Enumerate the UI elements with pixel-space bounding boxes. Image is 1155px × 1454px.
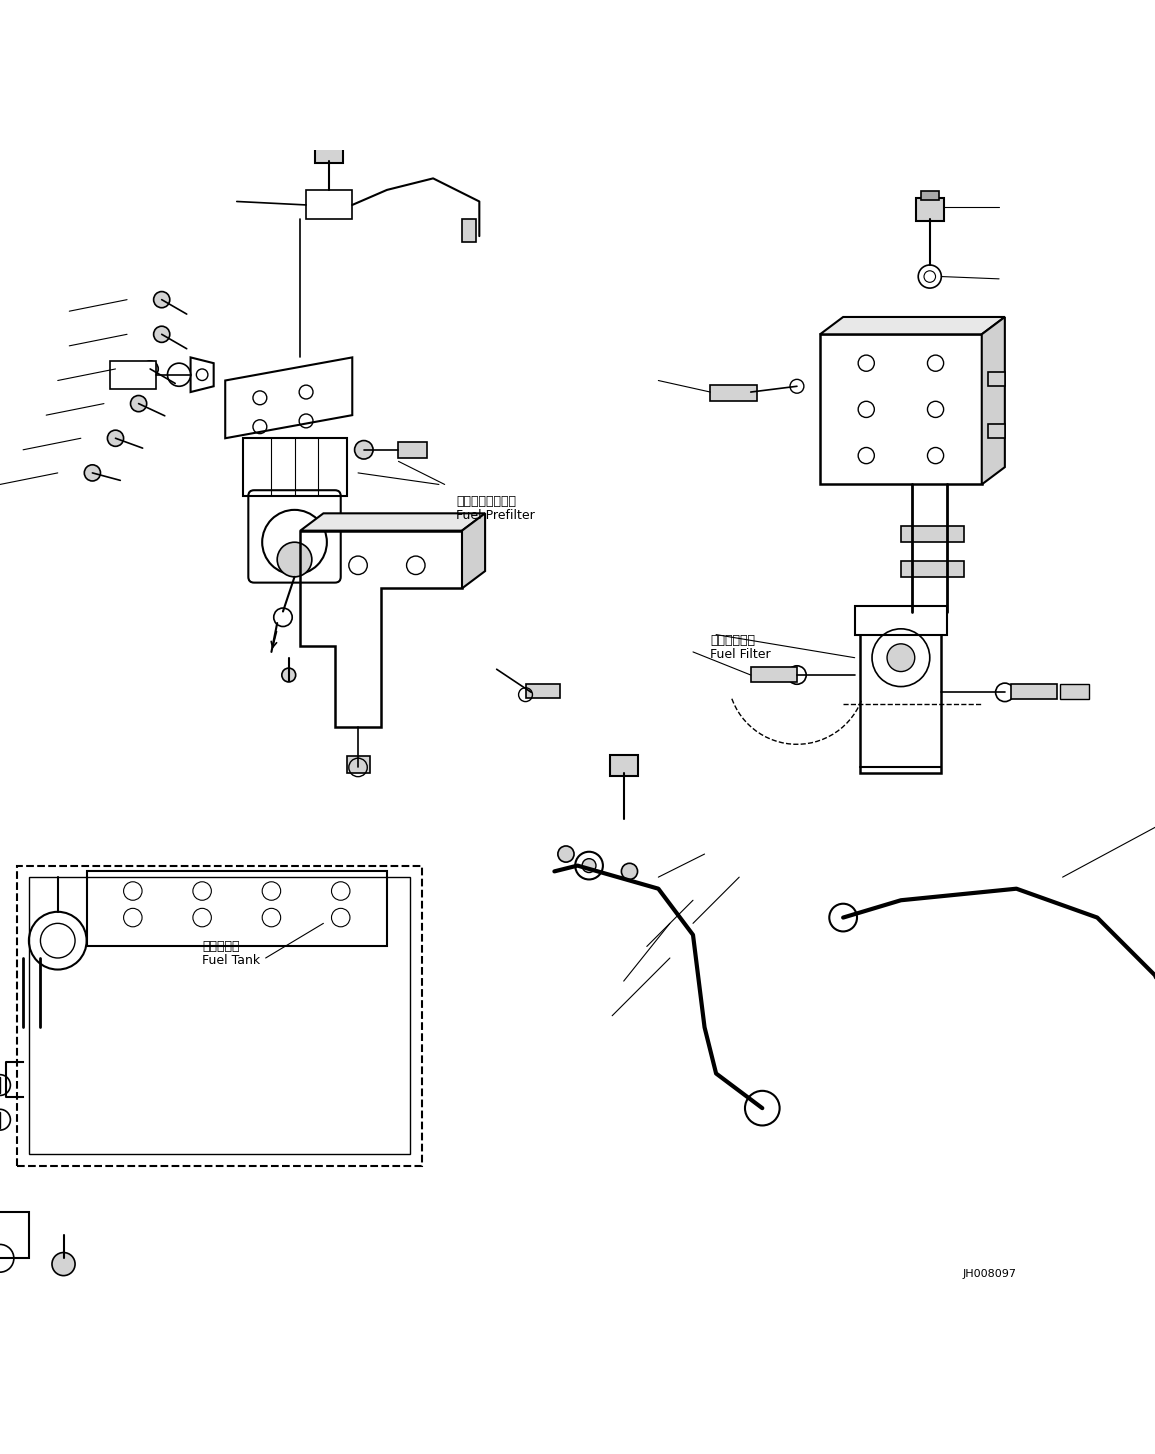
Bar <box>988 372 1005 387</box>
Bar <box>901 561 964 577</box>
Bar <box>243 438 346 496</box>
Circle shape <box>355 441 373 459</box>
Bar <box>315 142 343 163</box>
Circle shape <box>887 644 915 672</box>
Text: Fuel Prefilter: Fuel Prefilter <box>456 509 535 522</box>
Bar <box>860 612 941 774</box>
Bar <box>17 865 422 1166</box>
Circle shape <box>131 395 147 411</box>
Circle shape <box>558 846 574 862</box>
Text: Fuel Filter: Fuel Filter <box>710 647 770 660</box>
Bar <box>751 667 797 682</box>
Bar <box>462 218 476 241</box>
Bar <box>855 606 947 634</box>
Bar <box>921 190 939 201</box>
Bar <box>901 526 964 542</box>
Circle shape <box>575 852 603 880</box>
Text: 燃料フィルタ: 燃料フィルタ <box>710 634 755 647</box>
Text: Fuel Tank: Fuel Tank <box>202 954 260 967</box>
Circle shape <box>282 667 296 682</box>
Circle shape <box>277 542 312 577</box>
Circle shape <box>84 465 100 481</box>
Bar <box>29 877 410 1154</box>
Bar <box>610 755 638 775</box>
Circle shape <box>167 364 191 387</box>
Bar <box>1011 685 1057 699</box>
Bar <box>398 442 427 458</box>
Circle shape <box>829 904 857 932</box>
Bar <box>916 198 944 221</box>
Circle shape <box>107 430 124 446</box>
Circle shape <box>142 361 158 377</box>
Bar <box>320 137 338 145</box>
Bar <box>988 425 1005 438</box>
Text: 燃料タンク: 燃料タンク <box>202 939 239 952</box>
Polygon shape <box>982 317 1005 484</box>
Circle shape <box>154 326 170 342</box>
Circle shape <box>621 864 638 880</box>
Bar <box>87 871 387 947</box>
Bar <box>346 756 370 774</box>
Text: JH008097: JH008097 <box>962 1269 1016 1280</box>
Polygon shape <box>820 317 1005 334</box>
Polygon shape <box>462 513 485 589</box>
Text: 燃料プレフィルタ: 燃料プレフィルタ <box>456 496 516 509</box>
Bar <box>1060 685 1089 699</box>
Bar <box>110 361 156 388</box>
Polygon shape <box>300 513 485 531</box>
Bar <box>306 190 352 218</box>
Circle shape <box>52 1252 75 1275</box>
Circle shape <box>154 292 170 308</box>
Bar <box>526 685 560 698</box>
Circle shape <box>582 859 596 872</box>
Bar <box>0 1213 29 1258</box>
Bar <box>710 385 757 401</box>
